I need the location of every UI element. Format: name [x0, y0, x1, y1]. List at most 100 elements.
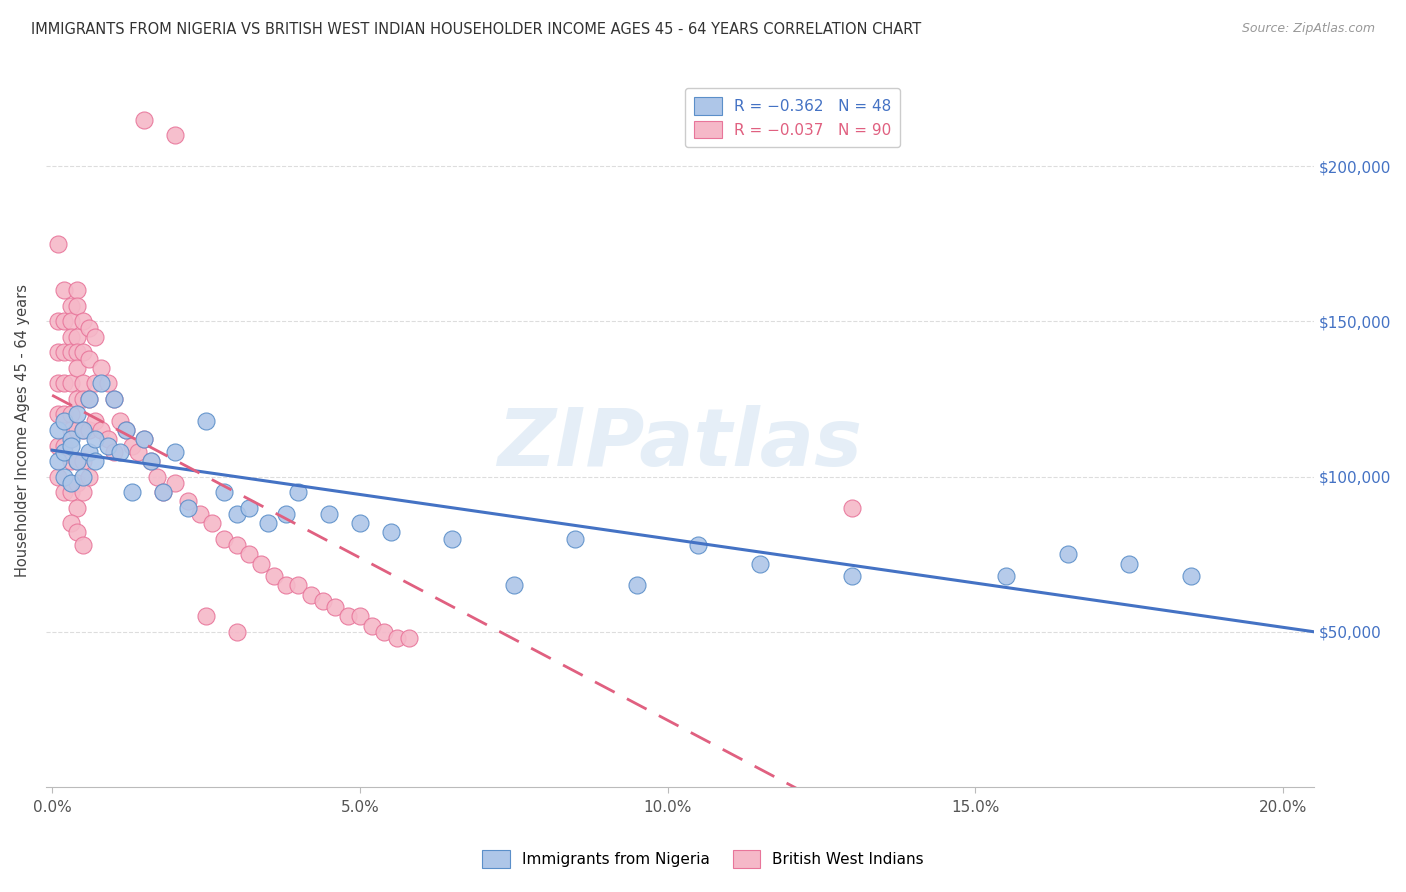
Point — [46, 236, 69, 251]
Point — [96, 433, 118, 447]
Point — [59, 330, 82, 344]
Point — [66, 330, 89, 344]
Point — [59, 345, 82, 359]
Point — [72, 423, 94, 437]
Point — [250, 557, 273, 571]
Point — [108, 414, 131, 428]
Point — [626, 578, 648, 592]
Point — [134, 433, 156, 447]
Point — [688, 538, 710, 552]
Point — [66, 423, 89, 437]
Point — [59, 516, 82, 531]
Point — [165, 475, 187, 490]
Point — [121, 485, 143, 500]
Point — [176, 500, 198, 515]
Point — [77, 469, 100, 483]
Point — [46, 469, 69, 483]
Point — [1118, 557, 1140, 571]
Point — [139, 454, 162, 468]
Point — [152, 485, 174, 500]
Point — [53, 469, 76, 483]
Point — [59, 433, 82, 447]
Point — [77, 392, 100, 406]
Text: ZIPatlas: ZIPatlas — [498, 405, 862, 483]
Y-axis label: Householder Income Ages 45 - 64 years: Householder Income Ages 45 - 64 years — [15, 284, 30, 576]
Point — [59, 454, 82, 468]
Point — [299, 588, 322, 602]
Point — [349, 609, 371, 624]
Point — [188, 507, 211, 521]
Point — [72, 345, 94, 359]
Point — [127, 444, 149, 458]
Point — [77, 320, 100, 334]
Point — [59, 485, 82, 500]
Point — [121, 438, 143, 452]
Point — [77, 423, 100, 437]
Legend: R = −0.362   N = 48, R = −0.037   N = 90: R = −0.362 N = 48, R = −0.037 N = 90 — [685, 87, 900, 147]
Point — [59, 423, 82, 437]
Point — [66, 454, 89, 468]
Point — [66, 500, 89, 515]
Point — [274, 507, 297, 521]
Point — [66, 408, 89, 422]
Point — [84, 454, 107, 468]
Point — [995, 569, 1018, 583]
Point — [72, 538, 94, 552]
Point — [46, 438, 69, 452]
Point — [165, 128, 187, 142]
Point — [46, 314, 69, 328]
Point — [134, 433, 156, 447]
Point — [195, 414, 218, 428]
Point — [72, 376, 94, 391]
Point — [59, 438, 82, 452]
Point — [72, 423, 94, 437]
Point — [90, 360, 112, 375]
Point — [66, 345, 89, 359]
Point — [72, 485, 94, 500]
Point — [72, 392, 94, 406]
Point — [66, 299, 89, 313]
Point — [176, 494, 198, 508]
Point — [287, 485, 309, 500]
Point — [53, 485, 76, 500]
Point — [336, 609, 359, 624]
Point — [380, 525, 402, 540]
Point — [46, 423, 69, 437]
Point — [72, 454, 94, 468]
Point — [1056, 547, 1078, 561]
Point — [53, 345, 76, 359]
Point — [53, 414, 76, 428]
Point — [66, 392, 89, 406]
Point — [53, 444, 76, 458]
Point — [90, 376, 112, 391]
Point — [66, 454, 89, 468]
Point — [361, 618, 384, 632]
Point — [46, 345, 69, 359]
Point — [441, 532, 464, 546]
Point — [1180, 569, 1202, 583]
Point — [59, 376, 82, 391]
Point — [53, 314, 76, 328]
Point — [115, 423, 138, 437]
Text: Source: ZipAtlas.com: Source: ZipAtlas.com — [1241, 22, 1375, 36]
Point — [134, 112, 156, 127]
Point — [312, 594, 335, 608]
Point — [66, 475, 89, 490]
Point — [841, 569, 863, 583]
Point — [90, 423, 112, 437]
Point — [59, 299, 82, 313]
Point — [385, 631, 408, 645]
Point — [108, 444, 131, 458]
Point — [103, 392, 125, 406]
Point — [318, 507, 340, 521]
Point — [66, 360, 89, 375]
Point — [263, 569, 285, 583]
Point — [748, 557, 770, 571]
Point — [115, 423, 138, 437]
Point — [46, 408, 69, 422]
Point — [502, 578, 524, 592]
Point — [225, 507, 247, 521]
Point — [66, 283, 89, 297]
Point — [77, 351, 100, 366]
Point — [96, 376, 118, 391]
